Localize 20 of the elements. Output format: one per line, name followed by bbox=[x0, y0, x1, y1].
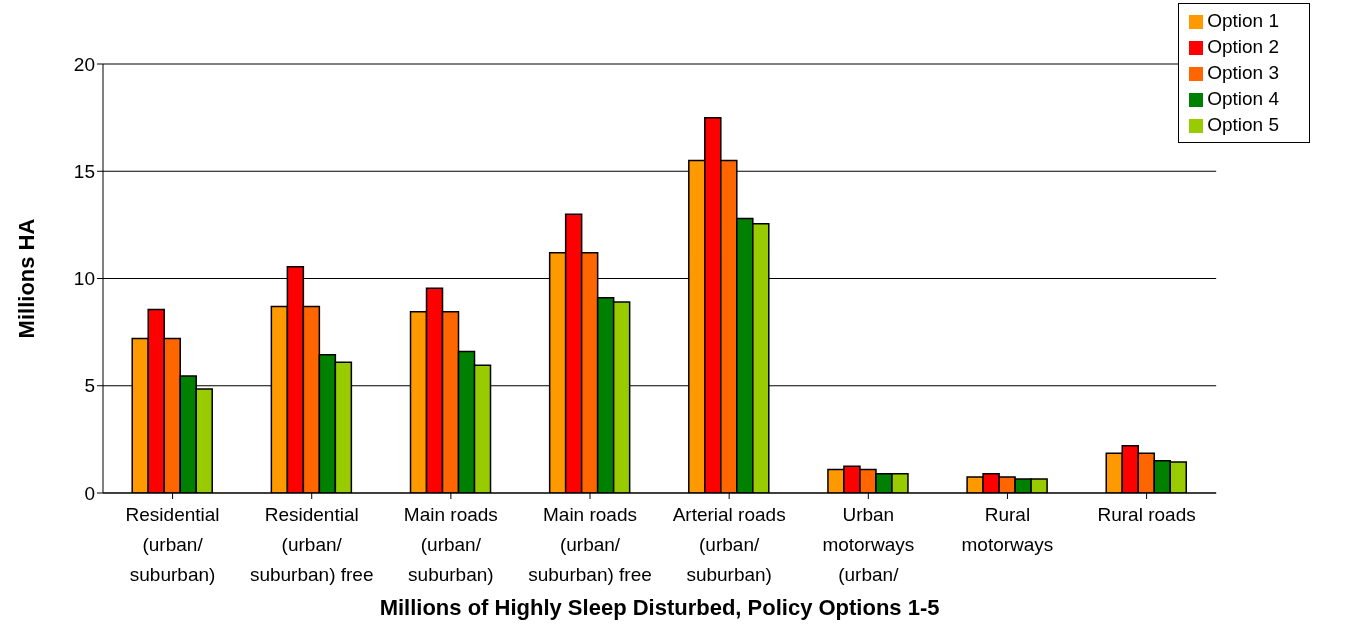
x-tick-label: Urban motorways (urban/ bbox=[822, 504, 915, 585]
x-tick-label: Residential (urban/ suburban) free bbox=[249, 504, 374, 585]
x-tick-label: Main roads (urban/ suburban) bbox=[403, 504, 498, 585]
legend-label: Option 4 bbox=[1207, 88, 1279, 109]
legend-label: Option 5 bbox=[1207, 114, 1279, 135]
x-tick-label: Arterial roads (urban/ suburban) bbox=[672, 504, 786, 585]
x-tick-label: Rural roads bbox=[1097, 504, 1196, 525]
x-tick-label: Residential (urban/ suburban) bbox=[125, 504, 220, 585]
x-axis-title: Millions of Highly Sleep Disturbed, Policy Options 1-5 bbox=[379, 595, 940, 620]
y-tick-label: 20 bbox=[73, 53, 95, 75]
legend-label: Option 1 bbox=[1207, 10, 1279, 31]
y-axis-title: Millions HA bbox=[13, 218, 39, 339]
x-tick-label: Rural motorways bbox=[961, 504, 1054, 555]
y-tick-label: 5 bbox=[84, 375, 95, 397]
legend-label: Option 2 bbox=[1207, 36, 1279, 57]
y-tick-label: 15 bbox=[73, 160, 95, 182]
y-tick-label: 10 bbox=[73, 268, 95, 290]
x-tick-label: Main roads (urban/ suburban) free bbox=[528, 504, 652, 585]
legend-label: Option 3 bbox=[1207, 62, 1279, 83]
y-tick-label: 0 bbox=[84, 482, 95, 504]
